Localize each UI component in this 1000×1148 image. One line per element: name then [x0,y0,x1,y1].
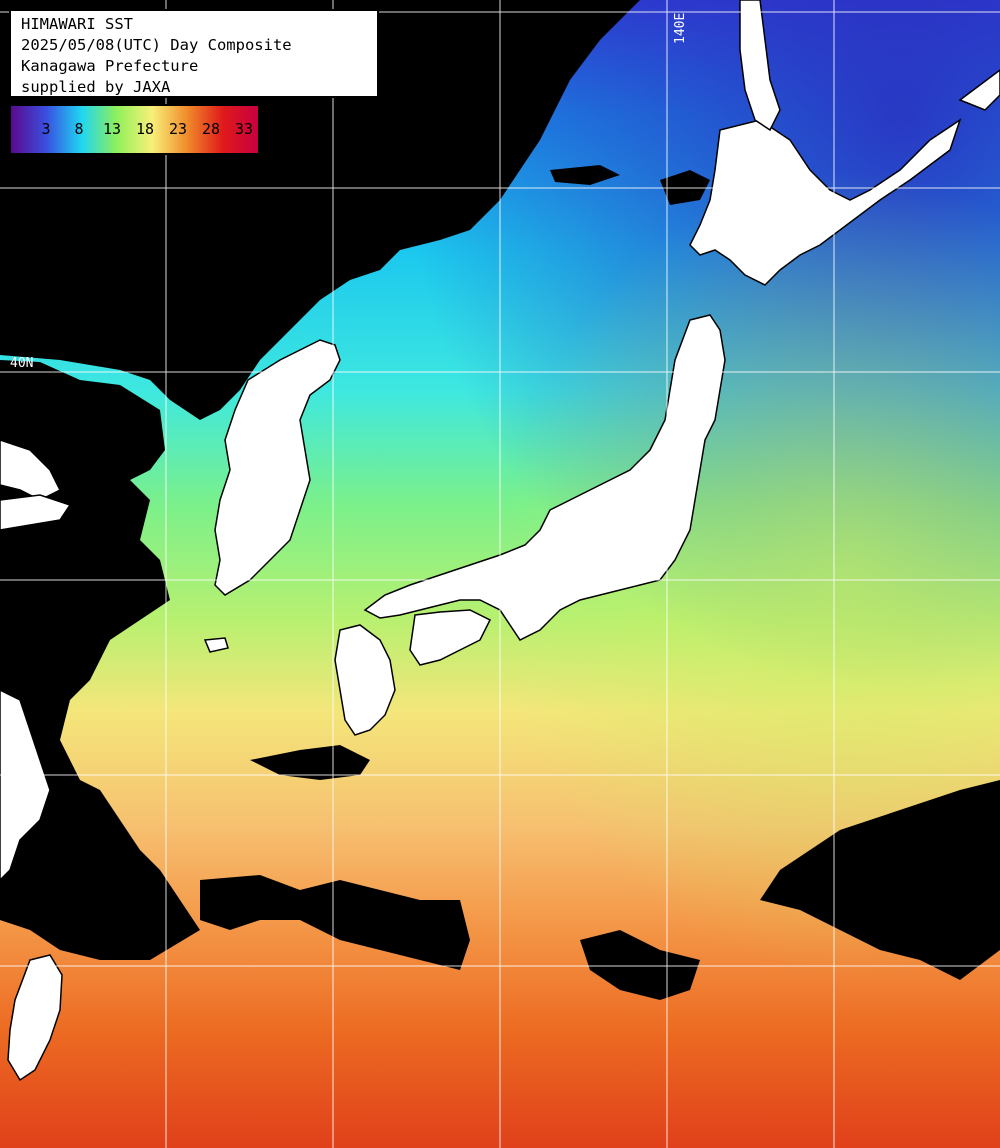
legend-tick-18: 18 [135,120,155,138]
temperature-legend: 3 8 13 18 23 28 33 [9,104,260,155]
legend-tick-33: 33 [234,120,254,138]
kuril-islands [958,69,1000,111]
taiwan [7,954,63,1082]
legend-tick-13: 13 [102,120,122,138]
china-coast-north [0,439,62,501]
jeju [203,637,229,653]
china-coast-south [0,689,51,882]
map-info-box: HIMAWARI SST 2025/05/08(UTC) Day Composi… [9,9,379,98]
cloud-kyushu-south [250,745,370,780]
cloud-sea-of-japan [550,165,620,185]
cloud-south-band-1 [200,875,470,970]
shikoku [409,609,492,666]
lon-label-140e: 140E [673,13,688,44]
product-title: HIMAWARI SST [21,15,133,33]
cloud-south-band-2 [580,930,700,1000]
legend-tick-8: 8 [74,120,84,138]
cloud-east-band [760,780,1000,980]
legend-tick-23: 23 [168,120,188,138]
legend-tick-3: 3 [41,120,51,138]
honshu [363,314,726,641]
lat-label-30n: 30N [10,761,33,776]
sakhalin [739,0,781,132]
lat-label-40n: 40N [10,356,33,371]
provider-label: Kanagawa Prefecture [21,57,199,75]
hokkaido [689,118,962,286]
date-label: 2025/05/08(UTC) Day Composite [21,36,292,54]
legend-tick-labels: 3 8 13 18 23 28 33 [11,106,258,153]
supplier-label: supplied by JAXA [21,78,171,96]
kyushu [334,624,396,736]
shandong-peninsula [0,494,72,531]
legend-color-bar [11,106,258,153]
legend-tick-28: 28 [201,120,221,138]
land [0,0,1000,1082]
